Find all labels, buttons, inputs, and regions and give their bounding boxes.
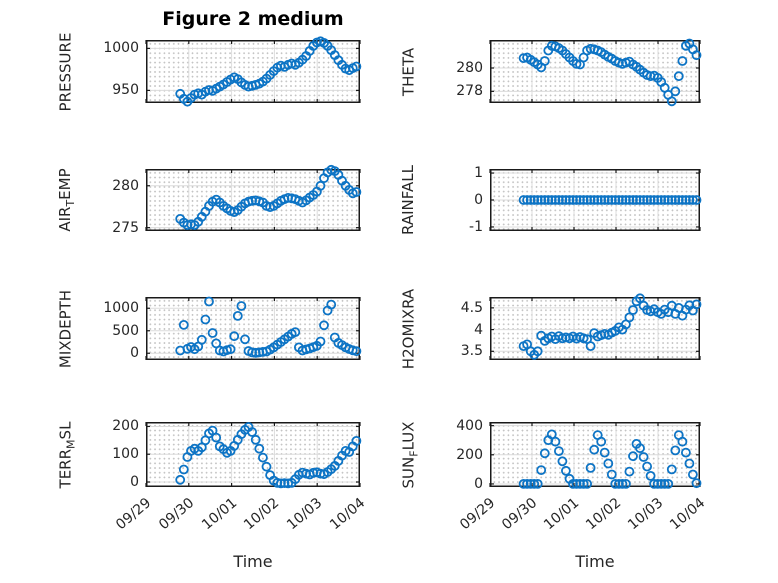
subplot-RAINFALL	[489, 169, 702, 231]
y-tick-label: 1	[474, 165, 483, 182]
data-points-MIXDEPTH	[175, 296, 362, 358]
axes-box	[146, 297, 360, 360]
axes-box	[490, 40, 700, 103]
subplot-H2OMIXRA	[489, 293, 702, 360]
y-tick-label: 400	[456, 417, 483, 434]
y-tick-label: 1000	[103, 300, 139, 317]
y-tick-label: 3.5	[460, 343, 483, 360]
ylabel-text: MIXDEPTH	[56, 289, 74, 368]
x-axis-label-left: Time	[233, 552, 273, 571]
subplot-AIR_TEMP	[145, 164, 362, 231]
ylabel-text: PRESSURE	[56, 32, 74, 111]
subplot-THETA	[489, 38, 702, 107]
y-tick-label: 500	[112, 322, 139, 339]
y-tick-label: 275	[112, 219, 139, 236]
ylabel-TERR_MSL: TERRMSL	[55, 402, 77, 507]
tick-marks	[489, 40, 701, 103]
axes-box	[146, 169, 360, 231]
ylabel-text: LUX	[399, 421, 417, 450]
plot-canvas-SUN_FLUX	[489, 422, 702, 489]
y-tick-label: 200	[112, 418, 139, 435]
y-tick-label: 278	[456, 83, 483, 100]
y-tick-label: -1	[469, 218, 483, 235]
plot-canvas-H2OMIXRA	[489, 293, 702, 360]
ylabel-text: SUN	[399, 456, 417, 488]
ylabel-H2OMIXRA: H2OMIXRA	[398, 277, 418, 380]
data-points-RAINFALL	[518, 195, 702, 205]
data-points-THETA	[518, 38, 702, 107]
subplot-MIXDEPTH	[145, 296, 362, 360]
data-points-H2OMIXRA	[518, 293, 702, 360]
axes-box	[146, 40, 360, 103]
data-points-TERR_MSL	[175, 422, 362, 489]
ylabel-AIR_TEMP: AIRTEMP	[55, 149, 77, 251]
axes-box	[490, 297, 700, 360]
ylabel-THETA: THETA	[398, 20, 418, 123]
y-tick-label: 280	[112, 177, 139, 194]
ylabel-text: THETA	[399, 47, 417, 96]
plot-canvas-THETA	[489, 38, 702, 107]
figure-title: Figure 2 medium	[162, 8, 344, 30]
tick-marks	[489, 422, 701, 487]
data-points-SUN_FLUX	[518, 429, 702, 489]
y-tick-label: 100	[112, 446, 139, 463]
ylabel-text: SL	[56, 421, 74, 439]
y-tick-label: 0	[130, 345, 139, 362]
plot-canvas-AIR_TEMP	[145, 164, 362, 231]
plot-area-PRESSURE	[146, 40, 360, 103]
plot-canvas-MIXDEPTH	[145, 296, 362, 360]
data-points-AIR_TEMP	[175, 164, 362, 230]
ylabel-subscript: F	[407, 449, 420, 457]
subplot-PRESSURE	[145, 36, 362, 107]
x-axis-label-right: Time	[575, 552, 615, 571]
y-tick-label: 0	[474, 192, 483, 208]
ylabel-MIXDEPTH: MIXDEPTH	[55, 277, 75, 380]
ylabel-text: EMP	[56, 168, 74, 200]
ylabel-text: TERR	[56, 448, 74, 488]
ylabel-text: RAINFALL	[399, 165, 417, 235]
y-tick-label: 4	[474, 321, 483, 338]
ylabel-SUN_FLUX: SUNFLUX	[398, 402, 420, 507]
plot-canvas-RAINFALL	[489, 169, 702, 231]
y-tick-label: 0	[130, 474, 139, 490]
ylabel-PRESSURE: PRESSURE	[55, 20, 75, 123]
y-tick-label: 1000	[103, 40, 139, 57]
y-tick-label: 950	[112, 82, 139, 99]
plot-canvas-TERR_MSL	[145, 422, 362, 489]
subplot-SUN_FLUX	[489, 422, 702, 489]
y-tick-label: 0	[474, 475, 483, 492]
y-tick-label: 280	[456, 60, 483, 76]
ylabel-text: H2OMIXRA	[399, 288, 417, 369]
ylabel-text: AIR	[56, 206, 74, 232]
y-tick-label: 200	[456, 446, 483, 463]
subplot-TERR_MSL	[145, 422, 362, 489]
ylabel-subscript: M	[64, 438, 77, 449]
plot-canvas-PRESSURE	[145, 36, 362, 107]
data-points-PRESSURE	[175, 36, 362, 107]
y-tick-label: 4.5	[460, 299, 483, 316]
ylabel-subscript: T	[64, 199, 77, 207]
ylabel-RAINFALL: RAINFALL	[398, 149, 418, 251]
